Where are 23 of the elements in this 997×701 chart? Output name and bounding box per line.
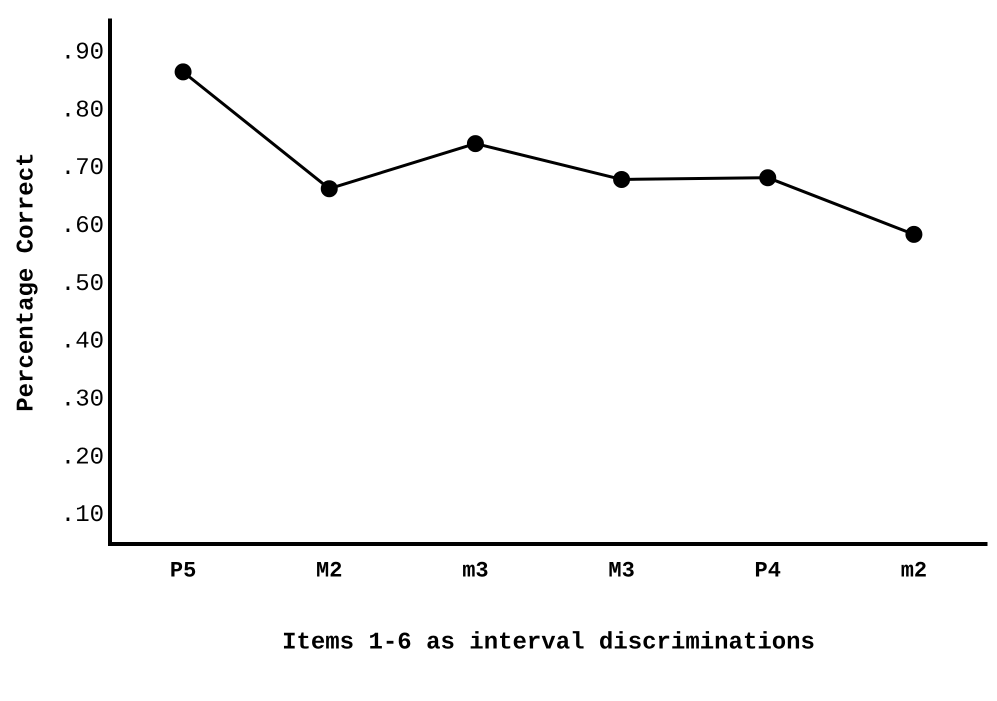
point <box>905 226 922 243</box>
y-tick-label: .10 <box>60 502 104 530</box>
y-tick-label: .20 <box>60 444 104 472</box>
y-axis-title: Percentage Correct <box>13 152 40 412</box>
x-tick-label: M2 <box>316 558 342 584</box>
x-tick-label: P4 <box>754 558 781 584</box>
point <box>174 63 192 80</box>
y-tick-label: .50 <box>60 270 104 298</box>
x-tick-label: M3 <box>608 558 635 584</box>
point <box>613 170 630 188</box>
point <box>466 135 484 152</box>
y-tick-label: .70 <box>60 155 104 182</box>
x-tick-label: m2 <box>900 558 928 584</box>
y-tick-label: .90 <box>60 40 104 67</box>
y-tick-label: .60 <box>60 213 104 240</box>
x-tick-label: P5 <box>170 558 196 584</box>
point <box>759 169 776 186</box>
y-tick-label: .30 <box>60 386 104 414</box>
point <box>320 180 338 198</box>
x-tick-label: m3 <box>462 558 489 584</box>
y-tick-label: .40 <box>60 328 104 356</box>
y-tick-label: .80 <box>60 97 104 124</box>
x-axis-title: Items 1-6 as interval discriminations <box>282 630 815 657</box>
